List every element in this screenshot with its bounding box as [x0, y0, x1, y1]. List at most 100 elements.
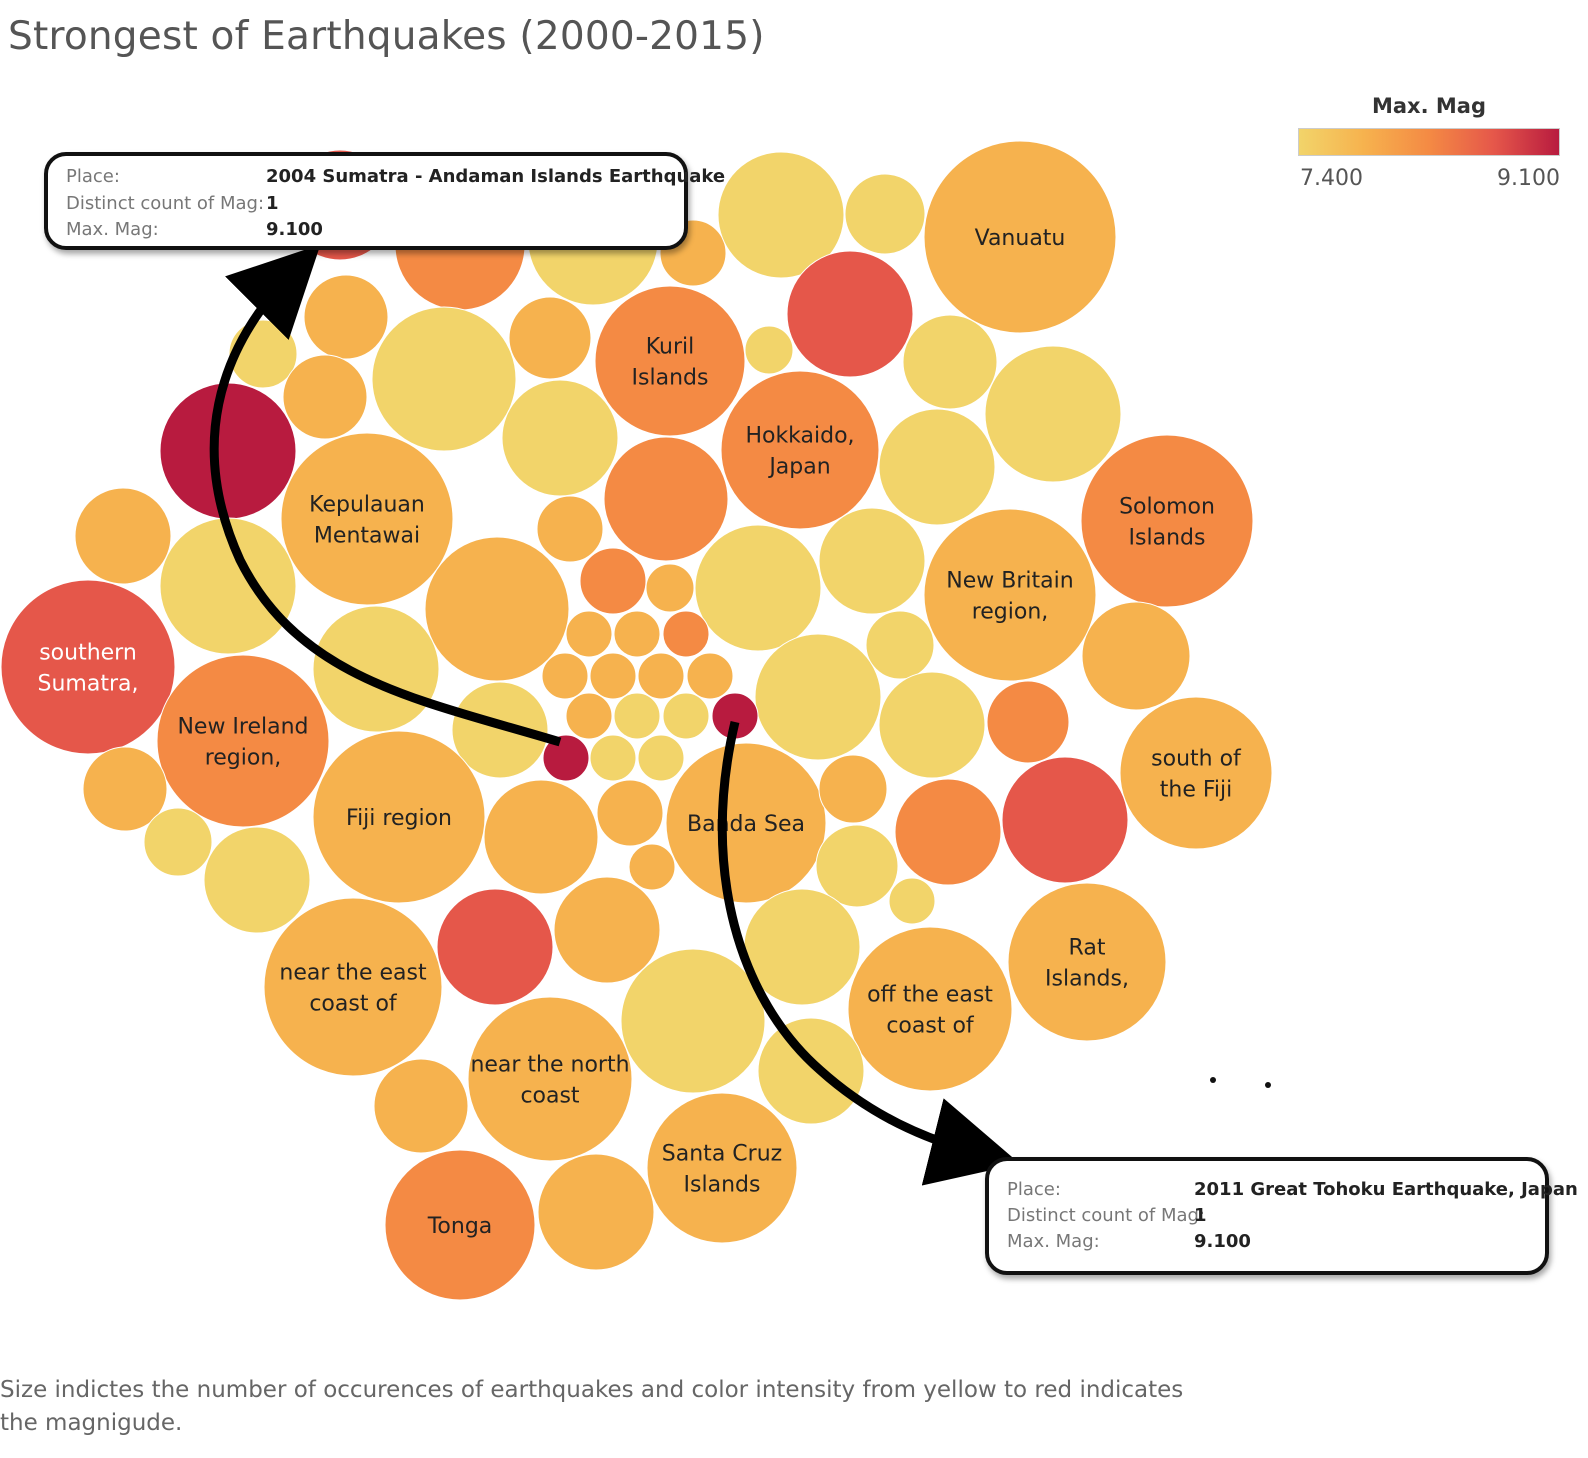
- legend-max-label: 9.100: [1497, 166, 1560, 191]
- bubble-banda-sea[interactable]: [665, 742, 827, 904]
- bubble[interactable]: [451, 681, 549, 779]
- annotation-arrow-tohoku: [717, 720, 1020, 1186]
- bubble[interactable]: [303, 274, 389, 360]
- bubble[interactable]: [536, 495, 604, 563]
- bubble[interactable]: [553, 876, 661, 984]
- bubble[interactable]: [373, 1058, 469, 1154]
- bubble[interactable]: [844, 173, 926, 255]
- bubble[interactable]: [815, 824, 899, 908]
- bubble[interactable]: [662, 610, 710, 658]
- bubble[interactable]: [589, 734, 637, 782]
- bubble-new-britain-region[interactable]: [923, 508, 1097, 682]
- bubble[interactable]: [620, 948, 766, 1094]
- bubble[interactable]: [754, 633, 882, 761]
- bubble[interactable]: [865, 610, 935, 680]
- bubble[interactable]: [888, 877, 936, 925]
- bubble[interactable]: [786, 250, 914, 378]
- tooltip-sumatra: Place: 2004 Sumatra - Andaman Islands Ea…: [44, 152, 725, 250]
- bubble[interactable]: [82, 746, 168, 832]
- bubble-southern-sumatra[interactable]: [0, 579, 176, 755]
- tooltip-count-key: Distinct count of Mag:: [66, 193, 265, 214]
- tooltip-tohoku: Place: 2011 Great Tohoku Earthquake, Jap…: [985, 1157, 1578, 1275]
- bubble[interactable]: [74, 487, 172, 585]
- bubble[interactable]: [312, 605, 440, 733]
- bubble[interactable]: [542, 734, 590, 782]
- bubble-vanuatu[interactable]: [923, 140, 1117, 334]
- legend-title: Max. Mag: [1371, 94, 1486, 118]
- bubble-label: New Ireland region,: [177, 715, 308, 771]
- bubble-fiji-region[interactable]: [312, 730, 486, 904]
- bubble[interactable]: [662, 692, 710, 740]
- bubble-kepulauan-mentawai[interactable]: [280, 432, 454, 606]
- bubble[interactable]: [613, 610, 661, 658]
- bubble-near-the-east-coast-of[interactable]: [263, 897, 443, 1077]
- bubble[interactable]: [645, 563, 695, 613]
- chart-caption: Size indictes the number of occurences o…: [0, 1377, 1184, 1436]
- tooltip-place-value: 2011 Great Tohoku Earthquake, Japan: [1194, 1179, 1578, 1200]
- bubble-label: Kepulauan Mentawai: [309, 493, 425, 549]
- bubble-off-the-east-coast-of[interactable]: [847, 926, 1013, 1092]
- bubble[interactable]: [894, 778, 1002, 886]
- bubble[interactable]: [159, 382, 297, 520]
- tooltip-place-key: Place:: [1007, 1179, 1061, 1200]
- bubble[interactable]: [596, 779, 664, 847]
- bubble[interactable]: [436, 888, 554, 1006]
- bubble[interactable]: [424, 536, 570, 682]
- bubble-rat-islands[interactable]: [1007, 882, 1167, 1042]
- bubble-label: Fiji region: [346, 806, 452, 831]
- bubble[interactable]: [537, 1153, 655, 1271]
- bubble-near-the-north-coast[interactable]: [467, 996, 633, 1162]
- bubble[interactable]: [508, 296, 592, 380]
- bubble-label: New Britain region,: [946, 569, 1073, 625]
- bubble-hokkaido-japan[interactable]: [720, 370, 880, 530]
- bubble[interactable]: [818, 754, 888, 824]
- bubble-label: southern Sumatra,: [38, 641, 139, 697]
- bubble-south-of-the-fiji[interactable]: [1119, 696, 1273, 850]
- bubble[interactable]: [878, 408, 996, 526]
- bubble[interactable]: [628, 843, 676, 891]
- chart-title: Strongest of Earthquakes (2000-2015): [8, 14, 765, 59]
- bubble[interactable]: [744, 325, 794, 375]
- bubble[interactable]: [902, 314, 998, 410]
- bubble[interactable]: [589, 652, 637, 700]
- bubble[interactable]: [637, 652, 685, 700]
- bubble-label: near the north coast: [470, 1053, 629, 1109]
- bubble-label: Hokkaido, Japan: [745, 424, 854, 480]
- bubble-new-ireland-region[interactable]: [156, 654, 330, 828]
- bubble[interactable]: [501, 379, 619, 497]
- bubble[interactable]: [986, 680, 1070, 764]
- stray-dot: [1210, 1077, 1216, 1083]
- bubble[interactable]: [1081, 601, 1191, 711]
- bubble[interactable]: [818, 507, 926, 615]
- bubble[interactable]: [637, 734, 685, 782]
- tooltip-mag-value: 9.100: [266, 219, 323, 240]
- bubble[interactable]: [282, 354, 368, 440]
- bubble[interactable]: [565, 692, 613, 740]
- bubble[interactable]: [579, 547, 647, 615]
- tooltip-mag-key: Max. Mag:: [66, 219, 159, 240]
- bubble-solomon-islands[interactable]: [1080, 434, 1254, 608]
- bubble-santa-cruz-islands[interactable]: [646, 1092, 798, 1244]
- bubble-label: Rat Islands,: [1045, 936, 1129, 992]
- bubble[interactable]: [203, 826, 311, 934]
- bubble[interactable]: [613, 692, 661, 740]
- bubble[interactable]: [565, 610, 613, 658]
- tooltip-count-value: 1: [266, 193, 279, 214]
- bubble[interactable]: [371, 306, 517, 452]
- bubble-kuril-islands[interactable]: [594, 285, 746, 437]
- bubble-label: near the east coast of: [279, 961, 427, 1017]
- bubble[interactable]: [603, 436, 729, 562]
- bubble[interactable]: [984, 345, 1122, 483]
- bubble[interactable]: [694, 524, 822, 652]
- bubble-tonga[interactable]: [384, 1149, 536, 1301]
- bubble[interactable]: [686, 652, 734, 700]
- bubble[interactable]: [1001, 756, 1129, 884]
- bubble[interactable]: [483, 779, 599, 895]
- bubble[interactable]: [757, 1017, 865, 1125]
- bubble[interactable]: [541, 652, 589, 700]
- tooltip-count-value: 1: [1194, 1205, 1207, 1226]
- bubble[interactable]: [143, 807, 213, 877]
- bubble[interactable]: [878, 671, 986, 779]
- annotation-arrow-sumatra: [209, 244, 562, 747]
- bubble[interactable]: [717, 151, 845, 279]
